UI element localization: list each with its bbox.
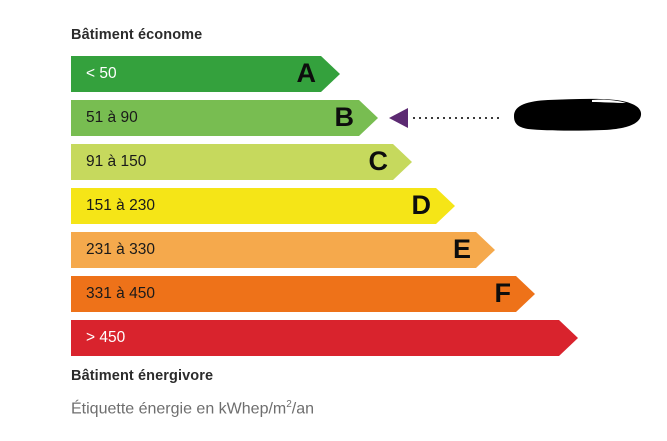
bar-grade-letter: C xyxy=(368,146,389,176)
bar-range-label: 231 à 330 xyxy=(86,241,155,258)
bar-shape: > 450 xyxy=(71,320,578,356)
unit-caption-suffix: /an xyxy=(291,400,315,418)
bar-shape: 151 à 230 D xyxy=(71,188,455,224)
bar-grade-letter: E xyxy=(452,234,471,264)
bar-range-label: 331 à 450 xyxy=(86,285,155,302)
bar-arrow-tip xyxy=(476,232,495,268)
bottom-caption: Bâtiment énergivore xyxy=(71,368,214,384)
bar-range-label: 151 à 230 xyxy=(86,197,155,214)
bar-arrow-tip xyxy=(321,56,340,92)
bar-shape: < 50 A xyxy=(71,56,340,92)
bar-arrow-tip xyxy=(559,320,578,356)
bar-shape: 91 à 150 C xyxy=(71,144,412,180)
bar-grade-letter: A xyxy=(296,58,317,88)
bar-body xyxy=(71,100,359,136)
bar-arrow-tip xyxy=(359,100,378,136)
top-caption: Bâtiment économe xyxy=(71,27,203,43)
energy-bar-f[interactable]: 331 à 450 F xyxy=(71,276,535,312)
energy-bar-b[interactable]: 51 à 90 B xyxy=(71,100,378,136)
energy-bar-c[interactable]: 91 à 150 C xyxy=(71,144,412,180)
bar-shape: 231 à 330 E xyxy=(71,232,495,268)
bar-range-label: 51 à 90 xyxy=(86,109,138,126)
bar-grade-letter: F xyxy=(494,278,512,308)
unit-caption: Étiquette énergie en kWhep/m2/an xyxy=(71,399,314,418)
bar-body xyxy=(71,56,321,92)
bar-body xyxy=(71,276,516,312)
unit-caption-superscript: 2 xyxy=(286,399,292,410)
bar-grade-letter: D xyxy=(411,190,432,220)
energy-bar-a[interactable]: < 50 A xyxy=(71,56,340,92)
bar-range-label: 91 à 150 xyxy=(86,153,147,170)
energy-bar-g[interactable]: > 450 xyxy=(71,320,578,356)
energy-bar-d[interactable]: 151 à 230 D xyxy=(71,188,455,224)
bar-body xyxy=(71,144,393,180)
bar-shape: 51 à 90 B xyxy=(71,100,378,136)
bar-shape: 331 à 450 F xyxy=(71,276,535,312)
bar-arrow-tip xyxy=(516,276,535,312)
bar-arrow-tip xyxy=(393,144,412,180)
bar-body xyxy=(71,320,559,356)
bar-body xyxy=(71,188,436,224)
bar-arrow-tip xyxy=(436,188,455,224)
energy-bar-e[interactable]: 231 à 330 E xyxy=(71,232,495,268)
bar-range-label: > 450 xyxy=(86,329,126,346)
bar-body xyxy=(71,232,476,268)
selected-grade-pointer-group xyxy=(389,98,642,136)
redacted-value-blob xyxy=(514,98,642,131)
bar-grade-letter: B xyxy=(334,102,355,132)
pointer-arrow-icon xyxy=(389,108,408,128)
pointer-dotted-line xyxy=(413,117,503,119)
bar-range-label: < 50 xyxy=(86,65,117,82)
unit-caption-text: Étiquette énergie en kWhep/m xyxy=(71,400,287,418)
